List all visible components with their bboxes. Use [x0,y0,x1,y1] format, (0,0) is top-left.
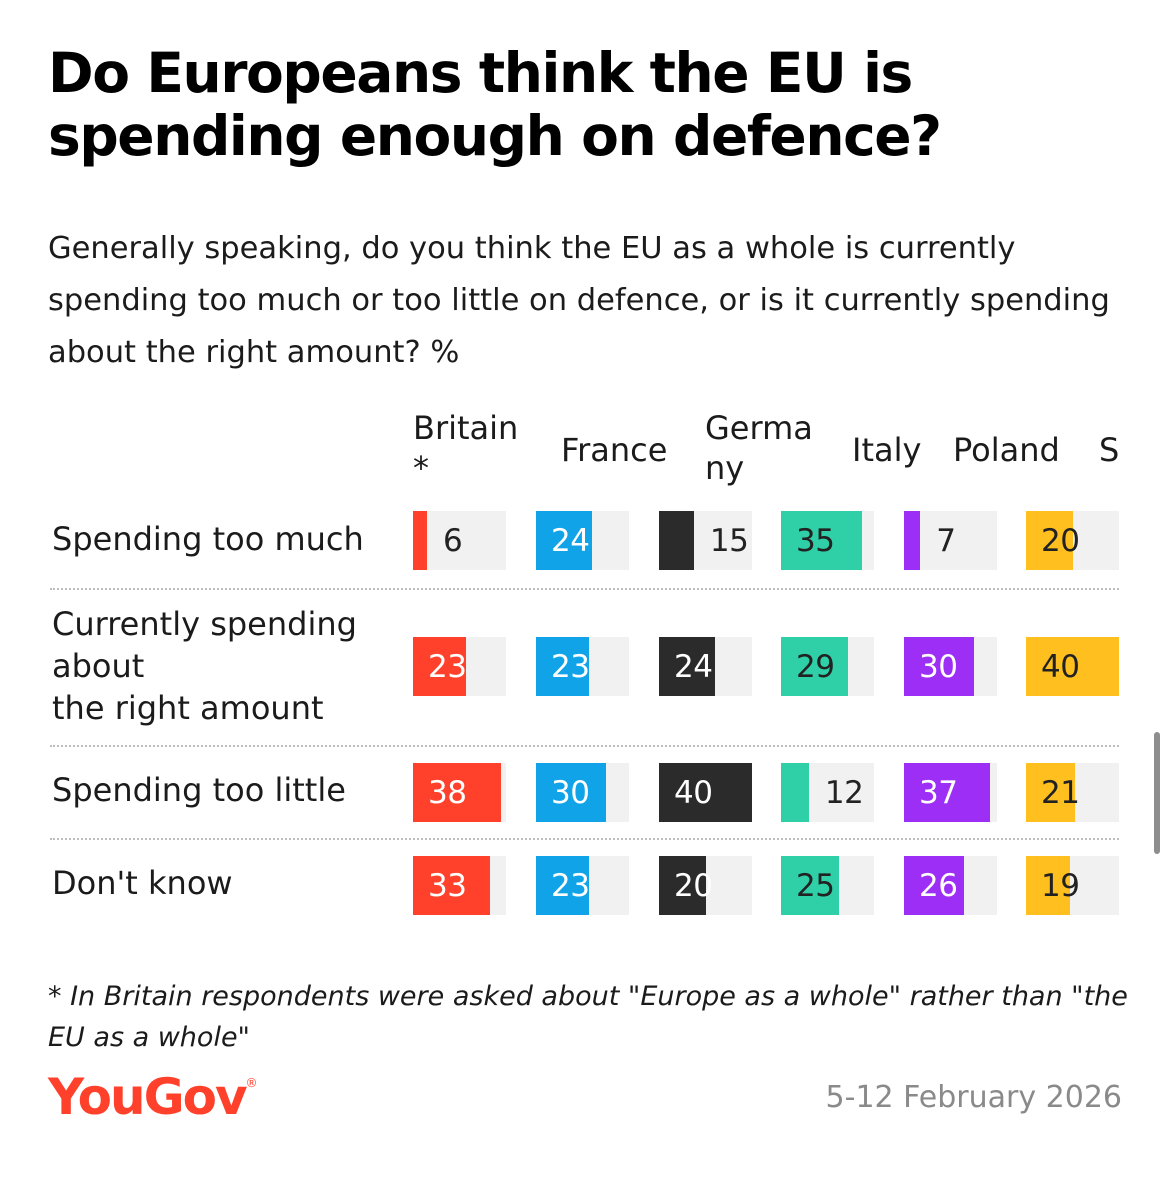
bar-track: 12 [781,763,874,822]
data-label: 15 [709,522,749,559]
data-label: 19 [1041,867,1080,904]
bar [536,637,590,696]
data-label: 37 [919,774,958,811]
bar [781,763,809,822]
bar [904,763,991,822]
column-header-6: S [1099,431,1120,469]
survey-date: 5-12 February 2026 [825,1080,1122,1115]
footnote: * In Britain respondents were asked abou… [48,981,1128,1053]
bar [1026,856,1071,915]
bar-track: 40 [1026,637,1119,696]
data-label: 38 [428,774,467,811]
bar-track: 26 [904,856,997,915]
bar [1026,511,1073,570]
data-label: 29 [796,648,835,685]
data-label: 30 [551,774,590,811]
vertical-scrollbar[interactable] [1154,732,1160,854]
bar [904,856,965,915]
bar [904,511,921,570]
data-label: 6 [442,522,463,559]
data-label: 24 [551,522,590,559]
bar [413,511,427,570]
data-label: 40 [674,774,713,811]
data-label: 33 [428,867,467,904]
bar-track: 24 [659,637,752,696]
bar-track: 7 [904,511,997,570]
bar-track: 23 [536,856,629,915]
bar-track: 15 [659,511,752,570]
bar-track: 40 [659,763,752,822]
bar [781,856,840,915]
bar-track: 35 [781,511,874,570]
data-label: 26 [919,867,958,904]
data-label: 20 [674,867,713,904]
row-label-3: Spending too little [52,771,346,809]
bar-track: 30 [536,763,629,822]
data-label: 30 [919,648,958,685]
bar [904,637,974,696]
column-header-5: Poland [953,431,1060,469]
chart-subtitle: Generally speaking, do you think the EU … [48,231,1110,370]
column-header-2: France [561,431,668,469]
bar [413,637,467,696]
data-label: 7 [936,522,956,559]
bar-track: 20 [659,856,752,915]
bar [659,637,715,696]
bar [536,763,606,822]
bar-track: 24 [536,511,629,570]
row-label-2: Currently spending about the right amoun… [52,605,357,727]
yougov-logo: YouGov® [48,1068,258,1126]
data-label: 23 [551,867,590,904]
row-divider [50,838,1119,840]
bar [413,856,490,915]
data-label: 12 [824,774,864,811]
bar-track: 6 [413,511,506,570]
row-divider [50,745,1119,747]
column-header-3: Germany [705,409,813,487]
bar-track: 29 [781,637,874,696]
column-header-1: Britain * [413,409,519,487]
bar-track: 33 [413,856,506,915]
bar-track: 37 [904,763,997,822]
bar-track: 38 [413,763,506,822]
data-label: 23 [428,648,467,685]
bar [659,856,706,915]
bar-track: 30 [904,637,997,696]
bar [413,763,502,822]
bar-track: 21 [1026,763,1119,822]
data-label: 21 [1041,774,1080,811]
bar [781,637,849,696]
row-label-4: Don't know [52,864,233,902]
data-label: 20 [1041,522,1080,559]
bar [1026,637,1119,696]
column-header-4: Italy [852,431,922,469]
row-label-1: Spending too much [52,520,364,558]
bar [536,511,592,570]
bar-track: 25 [781,856,874,915]
bar-track: 19 [1026,856,1119,915]
row-divider [50,588,1119,590]
data-label: 24 [674,648,713,685]
bar-track: 23 [413,637,506,696]
data-label: 23 [551,648,590,685]
data-label: 35 [796,522,835,559]
data-label: 40 [1041,648,1080,685]
bar [659,763,752,822]
bar [781,511,863,570]
bar-track: 23 [536,637,629,696]
bar-track: 20 [1026,511,1119,570]
bar [659,511,694,570]
data-label: 25 [796,867,835,904]
chart-title: Do Europeans think the EU is spending en… [48,41,942,168]
bar [536,856,590,915]
bar [1026,763,1075,822]
